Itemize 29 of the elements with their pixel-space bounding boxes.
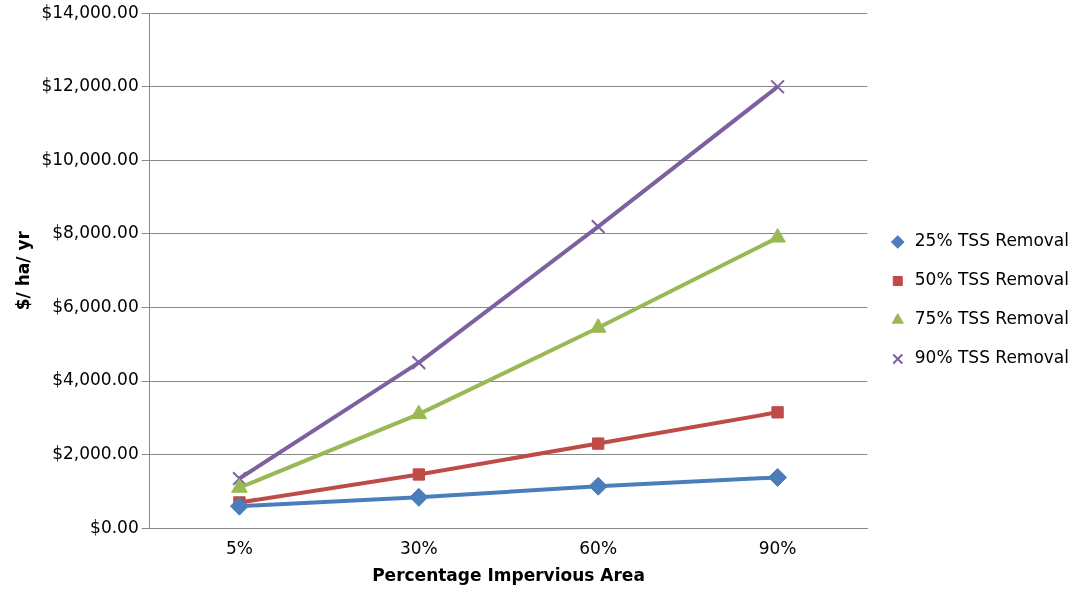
point <box>588 476 608 496</box>
point <box>412 468 425 481</box>
point <box>771 406 784 419</box>
y-tick-label: $10,000.00 <box>41 148 139 169</box>
x-tick-label: 60% <box>579 537 618 558</box>
y-tick-label: $14,000.00 <box>41 1 139 22</box>
point <box>592 437 605 450</box>
legend-label: 50% TSS Removal <box>914 269 1070 290</box>
y-tick-label: $4,000.00 <box>52 369 139 390</box>
legend-label: 90% TSS Removal <box>914 347 1070 368</box>
y-tick-label: $2,000.00 <box>52 443 139 464</box>
y-tick-label: $6,000.00 <box>52 295 139 316</box>
point <box>590 219 606 234</box>
point <box>232 471 247 486</box>
x-tick-label: 90% <box>758 537 797 558</box>
y-tick-label: $12,000.00 <box>41 75 139 96</box>
legend-label: 75% TSS Removal <box>914 308 1070 329</box>
x-tick-label: 5% <box>225 537 253 558</box>
y-axis-title: $/ ha/ yr <box>12 230 33 311</box>
point <box>770 79 785 95</box>
point <box>411 355 427 371</box>
x-axis-title: Percentage Impervious Area <box>372 565 645 586</box>
y-tick-label: $8,000.00 <box>52 222 139 243</box>
point <box>409 487 429 507</box>
point <box>768 467 788 487</box>
x-tick-label: 30% <box>399 537 438 558</box>
legend-label: 25% TSS Removal <box>914 230 1070 251</box>
point <box>229 496 249 516</box>
y-tick-label: $0.00 <box>90 516 139 537</box>
